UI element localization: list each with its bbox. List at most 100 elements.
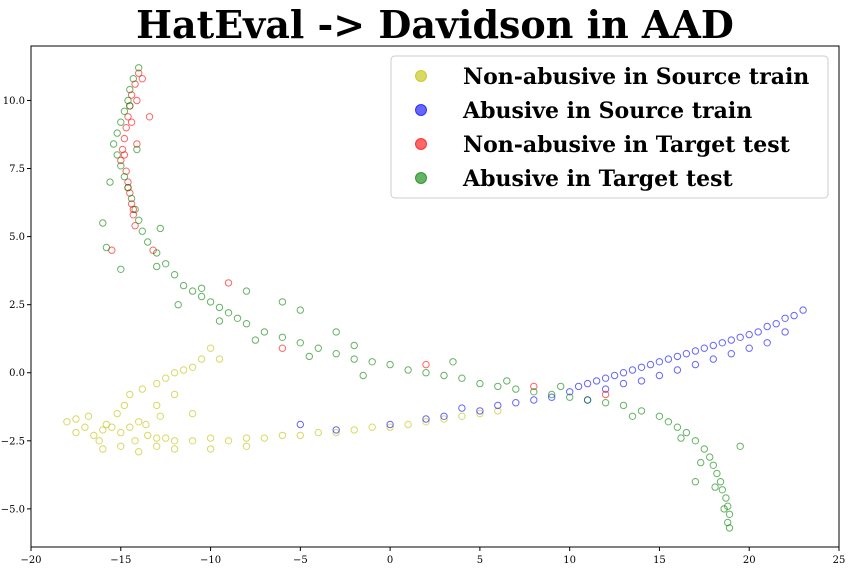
series-2 — [296, 306, 807, 434]
x-tick-label: −5 — [293, 555, 308, 566]
legend-marker — [415, 172, 427, 184]
data-point — [724, 518, 732, 527]
x-tick-label: 0 — [387, 555, 393, 566]
data-point — [133, 96, 141, 105]
data-point — [350, 341, 358, 350]
data-point — [583, 396, 592, 404]
data-point — [700, 344, 708, 352]
data-point — [156, 412, 165, 420]
data-point — [637, 377, 646, 385]
data-point — [601, 399, 610, 407]
data-point — [601, 385, 610, 393]
y-tick-label: 7.5 — [9, 164, 25, 175]
data-point — [725, 510, 734, 518]
data-point — [174, 301, 182, 309]
data-point — [530, 388, 538, 396]
data-point — [124, 178, 132, 186]
data-point — [90, 431, 98, 440]
x-tick-label: −15 — [110, 555, 131, 566]
data-point — [763, 322, 771, 331]
data-point — [763, 339, 771, 347]
data-point — [619, 369, 628, 377]
data-point — [120, 107, 129, 116]
data-point — [720, 505, 728, 513]
data-point — [512, 385, 520, 393]
data-point — [99, 219, 107, 227]
data-point — [440, 371, 448, 380]
data-point — [153, 434, 161, 442]
data-point — [494, 407, 502, 415]
legend-marker — [415, 104, 427, 116]
data-point — [440, 415, 448, 423]
data-point — [179, 366, 188, 374]
data-point — [224, 309, 233, 317]
data-point — [170, 437, 179, 445]
data-point — [718, 339, 726, 347]
data-point — [476, 407, 484, 415]
data-point — [135, 216, 143, 225]
data-point — [725, 524, 734, 532]
data-point — [422, 418, 430, 426]
data-point — [206, 298, 215, 306]
y-axis: −5.0 −2.5 0.0 2.5 5.0 7.5 10.0 — [1, 96, 31, 515]
data-point — [106, 178, 114, 186]
data-point — [422, 415, 430, 423]
data-point — [118, 145, 127, 154]
data-point — [664, 355, 673, 363]
data-point — [530, 382, 538, 391]
data-point — [131, 222, 139, 230]
data-point — [601, 390, 610, 399]
data-point — [350, 426, 358, 434]
data-point — [619, 379, 628, 388]
data-point — [296, 431, 304, 440]
data-points-layer — [63, 64, 807, 532]
data-point — [206, 344, 215, 352]
data-point — [691, 437, 700, 445]
data-point — [188, 363, 197, 371]
data-point — [162, 434, 170, 442]
data-point — [129, 211, 138, 219]
data-point — [120, 134, 129, 143]
data-point — [673, 352, 682, 361]
data-point — [673, 423, 682, 431]
data-point — [772, 320, 780, 328]
y-tick-label: −2.5 — [1, 436, 25, 447]
data-point — [129, 75, 138, 83]
data-point — [126, 102, 134, 110]
data-point — [251, 336, 260, 344]
data-point — [242, 320, 251, 328]
data-point — [682, 350, 691, 358]
series-4 — [99, 64, 744, 532]
data-point — [133, 140, 141, 148]
data-point — [170, 271, 179, 279]
data-point — [260, 328, 269, 336]
data-point — [162, 374, 170, 382]
data-point — [131, 437, 139, 445]
data-point — [718, 486, 726, 494]
data-point — [124, 183, 132, 192]
data-point — [135, 69, 143, 77]
data-point — [127, 194, 136, 203]
data-point — [673, 366, 682, 374]
data-point — [449, 358, 457, 366]
data-point — [197, 355, 206, 363]
data-point — [422, 369, 430, 377]
data-point — [557, 382, 565, 391]
data-point — [655, 358, 664, 366]
data-point — [242, 442, 251, 450]
x-tick-label: −20 — [20, 555, 41, 566]
data-point — [754, 328, 762, 336]
data-point — [170, 369, 179, 377]
data-point — [126, 423, 134, 431]
data-point — [188, 409, 197, 418]
data-point — [131, 205, 139, 214]
legend: Non-abusive in Source train Abusive in So… — [390, 55, 829, 199]
data-point — [548, 393, 556, 401]
data-point — [197, 284, 206, 292]
data-point — [332, 350, 340, 358]
data-point — [503, 377, 511, 385]
data-point — [260, 434, 269, 442]
legend-marker — [415, 138, 427, 150]
data-point — [727, 350, 735, 358]
